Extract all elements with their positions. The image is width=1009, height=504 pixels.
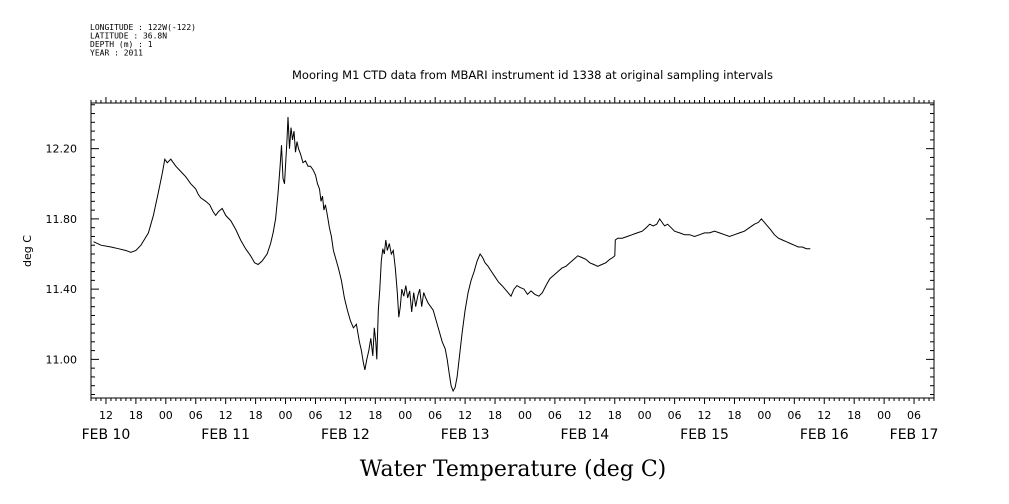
x-date-label: FEB 17 xyxy=(890,427,939,443)
x-hour-label: 00 xyxy=(518,409,532,422)
x-hour-label: 18 xyxy=(488,409,502,422)
x-hour-label: 12 xyxy=(219,409,233,422)
x-date-label: FEB 12 xyxy=(321,427,370,443)
x-hour-label: 12 xyxy=(458,409,472,422)
x-hour-label: 06 xyxy=(308,409,322,422)
x-hour-label: 12 xyxy=(99,409,113,422)
x-hour-label: 18 xyxy=(249,409,263,422)
x-hour-label: 00 xyxy=(638,409,652,422)
x-hour-label: 06 xyxy=(548,409,562,422)
x-date-label: FEB 10 xyxy=(82,427,131,443)
metadata-line: DEPTH (m) : 1 xyxy=(90,40,153,49)
x-hour-label: 00 xyxy=(279,409,293,422)
temperature-series-line xyxy=(93,116,811,393)
x-hour-label: 12 xyxy=(578,409,592,422)
plot-frame xyxy=(90,102,935,399)
x-hour-label: 18 xyxy=(129,409,143,422)
x-hour-label: 18 xyxy=(727,409,741,422)
x-hour-label: 12 xyxy=(338,409,352,422)
x-hour-label: 18 xyxy=(847,409,861,422)
x-hour-label: 06 xyxy=(428,409,442,422)
metadata-line: LONGITUDE : 122W(-122) xyxy=(90,23,196,32)
x-hour-label: 18 xyxy=(608,409,622,422)
x-date-label: FEB 15 xyxy=(680,427,729,443)
x-date-label: FEB 16 xyxy=(800,427,849,443)
x-hour-label: 06 xyxy=(189,409,203,422)
x-hour-label: 12 xyxy=(698,409,712,422)
y-tick-label: 11.00 xyxy=(46,353,78,366)
x-axis-title: Water Temperature (deg C) xyxy=(360,457,667,482)
metadata-line: YEAR : 2011 xyxy=(90,49,143,58)
x-hour-label: 06 xyxy=(907,409,921,422)
metadata-block: LONGITUDE : 122W(-122)LATITUDE : 36.8NDE… xyxy=(90,23,196,58)
y-tick-label: 12.20 xyxy=(46,143,78,156)
x-hour-label: 00 xyxy=(877,409,891,422)
y-tick-label: 11.40 xyxy=(46,283,78,296)
y-axis-label: deg C xyxy=(21,235,34,267)
chart-title: Mooring M1 CTD data from MBARI instrumen… xyxy=(292,68,773,82)
x-hour-label: 00 xyxy=(159,409,173,422)
x-hour-label: 00 xyxy=(398,409,412,422)
x-hour-label: 18 xyxy=(368,409,382,422)
x-date-label: FEB 11 xyxy=(201,427,250,443)
metadata-line: LATITUDE : 36.8N xyxy=(90,32,167,41)
y-axis: 11.00 11.40 11.80 12.20 xyxy=(46,104,934,395)
x-axis: 12 18 00 06 12 18 00 06 12 18 00 06 12 18 00 06 12 18 00 06… xyxy=(82,97,939,443)
x-date-label: FEB 14 xyxy=(560,427,609,443)
x-date-label: FEB 13 xyxy=(441,427,490,443)
x-hour-label: 06 xyxy=(668,409,682,422)
x-hour-label: 12 xyxy=(817,409,831,422)
y-tick-label: 11.80 xyxy=(46,213,78,226)
x-hour-label: 06 xyxy=(787,409,801,422)
x-hour-label: 00 xyxy=(757,409,771,422)
